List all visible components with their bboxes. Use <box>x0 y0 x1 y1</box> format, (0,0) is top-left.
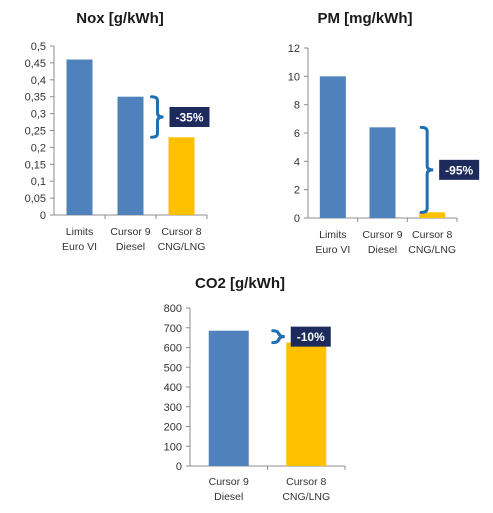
bar <box>419 212 446 218</box>
y-tick-label: 300 <box>164 402 182 414</box>
category-label: CNG/LNG <box>408 244 456 256</box>
y-tick-label: 8 <box>294 100 300 112</box>
y-tick-label: 0,35 <box>25 92 46 104</box>
bar <box>319 76 346 218</box>
y-tick-label: 0,4 <box>31 75 46 87</box>
chart-1: Nox [g/kWh] 0 0,05 0,1 0,15 0,2 0,25 0,3 0,35 0,4… <box>25 10 210 253</box>
category-label: Euro VI <box>62 241 97 253</box>
category-label: Euro VI <box>315 244 350 256</box>
bracket-brace <box>150 95 164 139</box>
chart-title: CO2 [g/kWh] <box>195 275 285 292</box>
bar <box>117 96 144 215</box>
y-tick-label: 700 <box>164 323 182 335</box>
bracket-brace <box>271 329 285 345</box>
category-label: CNG/LNG <box>282 491 330 503</box>
y-tick-label: 0 <box>40 210 46 222</box>
chart-2: PM [mg/kWh] 0 2 4 6 8 10 12 Limits Euro VI Cursor … <box>288 10 480 256</box>
reduction-callout: -10% <box>297 330 325 344</box>
y-tick-label: 500 <box>164 362 182 374</box>
category-label: Limits <box>319 229 346 241</box>
category-label: CNG/LNG <box>158 241 206 253</box>
y-tick-label: 0,3 <box>31 109 46 121</box>
bar <box>168 137 195 215</box>
chart-title: Nox [g/kWh] <box>76 10 164 27</box>
bar <box>208 330 249 466</box>
y-tick-label: 4 <box>294 156 300 168</box>
y-tick-label: 0,1 <box>31 176 46 188</box>
category-label: Diesel <box>368 244 397 256</box>
y-tick-label: 0,15 <box>25 159 46 171</box>
y-tick-label: 0 <box>294 213 300 225</box>
category-label: Cursor 9 <box>362 229 402 241</box>
y-tick-label: 0 <box>176 461 182 473</box>
y-tick-label: 800 <box>164 303 182 315</box>
y-tick-label: 2 <box>294 185 300 197</box>
y-tick-label: 0,45 <box>25 58 46 70</box>
y-tick-label: 400 <box>164 382 182 394</box>
category-label: Cursor 8 <box>161 226 201 238</box>
category-label: Diesel <box>214 491 243 503</box>
bar <box>66 59 93 215</box>
y-tick-label: 0,25 <box>25 126 46 138</box>
bracket-brace <box>419 125 434 214</box>
category-label: Cursor 9 <box>209 476 249 488</box>
category-label: Diesel <box>116 241 145 253</box>
reduction-callout: -35% <box>175 110 203 124</box>
y-tick-label: 6 <box>294 128 300 140</box>
callout-box <box>290 326 331 347</box>
y-tick-label: 10 <box>288 71 300 83</box>
category-label: Cursor 9 <box>110 226 150 238</box>
callout-box <box>169 106 210 127</box>
y-tick-label: 100 <box>164 441 182 453</box>
category-label: Cursor 8 <box>286 476 326 488</box>
bar <box>369 127 396 218</box>
y-tick-label: 12 <box>288 43 300 55</box>
callout-box <box>439 159 480 180</box>
bar <box>286 342 327 466</box>
chart-3: CO2 [g/kWh] 0 100 200 300 400 500 600 700 800 Curs… <box>164 275 346 503</box>
category-label: Limits <box>66 226 93 238</box>
chart-title: PM [mg/kWh] <box>318 10 413 27</box>
y-tick-label: 0,2 <box>31 142 46 154</box>
y-tick-label: 600 <box>164 343 182 355</box>
y-tick-label: 0,05 <box>25 193 46 205</box>
reduction-callout: -95% <box>445 163 473 177</box>
category-label: Cursor 8 <box>412 229 452 241</box>
y-tick-label: 200 <box>164 422 182 434</box>
y-tick-label: 0,5 <box>31 41 46 53</box>
